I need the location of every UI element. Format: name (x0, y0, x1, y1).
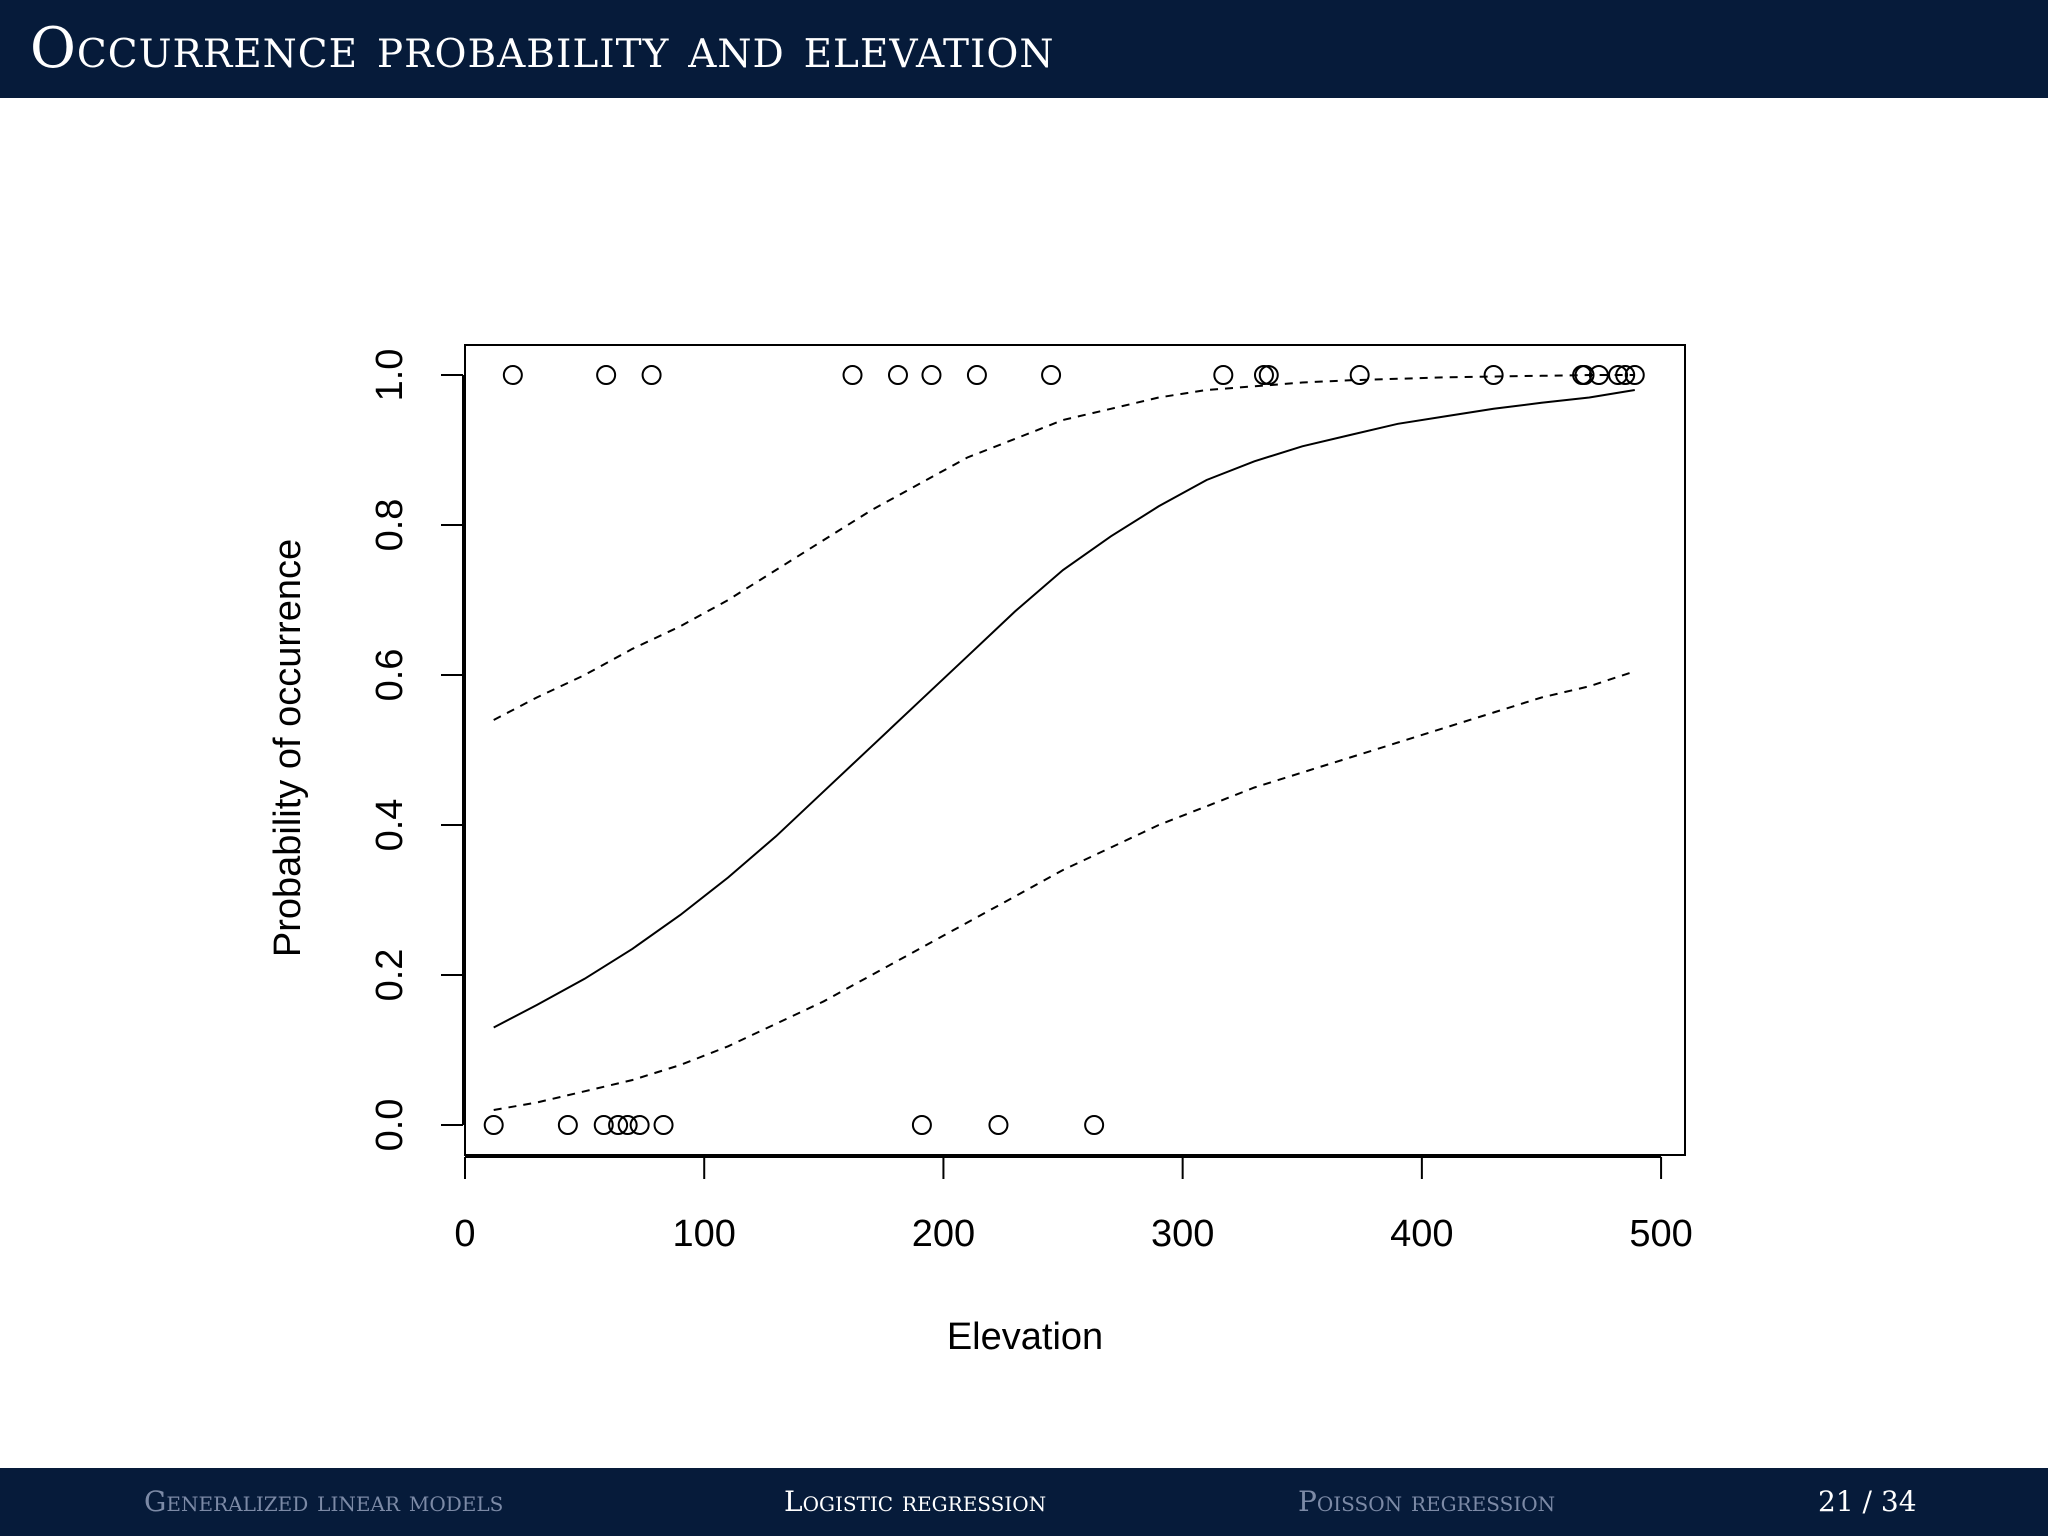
data-point (502, 365, 523, 385)
data-point (596, 365, 617, 385)
data-point (1574, 365, 1595, 385)
data-point (1608, 365, 1629, 385)
footer-section-poisson-regression[interactable]: Poisson regression (1298, 1485, 1556, 1518)
data-point (1084, 1115, 1105, 1135)
footer-bar: Generalized linear models Logistic regre… (0, 1468, 2048, 1536)
data-point (1213, 365, 1234, 385)
data-point (911, 1115, 932, 1135)
x-axis-label: Elevation (947, 1316, 1103, 1358)
x-tick-label: 500 (1629, 1213, 1692, 1255)
x-tick-label: 0 (454, 1213, 475, 1255)
y-tick-label: 0.0 (369, 1099, 411, 1152)
data-point (641, 365, 662, 385)
x-tick-label: 300 (1151, 1213, 1214, 1255)
data-point (988, 1115, 1009, 1135)
y-axis-label: Probability of occurrence (267, 539, 309, 957)
data-point (966, 365, 987, 385)
data-point (1253, 365, 1274, 385)
data-point (1588, 365, 1609, 385)
footer-section-generalized-linear-models[interactable]: Generalized linear models (144, 1485, 504, 1518)
x-tick-label: 400 (1390, 1213, 1453, 1255)
data-point (1624, 365, 1645, 385)
y-tick-label: 1.0 (369, 349, 411, 402)
data-point (1041, 365, 1062, 385)
page-current: 21 (1818, 1485, 1854, 1518)
y-tick-label: 0.2 (369, 949, 411, 1002)
data-point (842, 365, 863, 385)
y-tick-label: 0.4 (369, 799, 411, 852)
title-bar: Occurrence probability and elevation (0, 0, 2048, 98)
page-total: 34 (1880, 1485, 1917, 1518)
data-point (617, 1115, 638, 1135)
data-point (653, 1115, 674, 1135)
upper-confidence-band (493, 374, 1635, 721)
fitted-curve (493, 389, 1635, 1029)
y-tick-label: 0.8 (369, 499, 411, 552)
data-point (1258, 365, 1279, 385)
y-tick-label: 0.6 (369, 649, 411, 702)
x-tick-label: 200 (912, 1213, 975, 1255)
data-point (887, 365, 908, 385)
data-point (608, 1115, 629, 1135)
data-point (921, 365, 942, 385)
footer-section-logistic-regression[interactable]: Logistic regression (784, 1485, 1047, 1518)
lower-confidence-band (493, 670, 1636, 1111)
slide-title: Occurrence probability and elevation (30, 16, 1055, 81)
data-point (1615, 365, 1636, 385)
page-number: 21 / 34 (1818, 1468, 1917, 1536)
data-point (1483, 365, 1504, 385)
data-point (1349, 365, 1370, 385)
data-point (593, 1115, 614, 1135)
data-point (557, 1115, 578, 1135)
plot-frame (464, 344, 1686, 1156)
x-tick-label: 100 (673, 1213, 736, 1255)
data-point (483, 1115, 504, 1135)
page-separator: / (1862, 1485, 1872, 1518)
data-point (629, 1115, 650, 1135)
